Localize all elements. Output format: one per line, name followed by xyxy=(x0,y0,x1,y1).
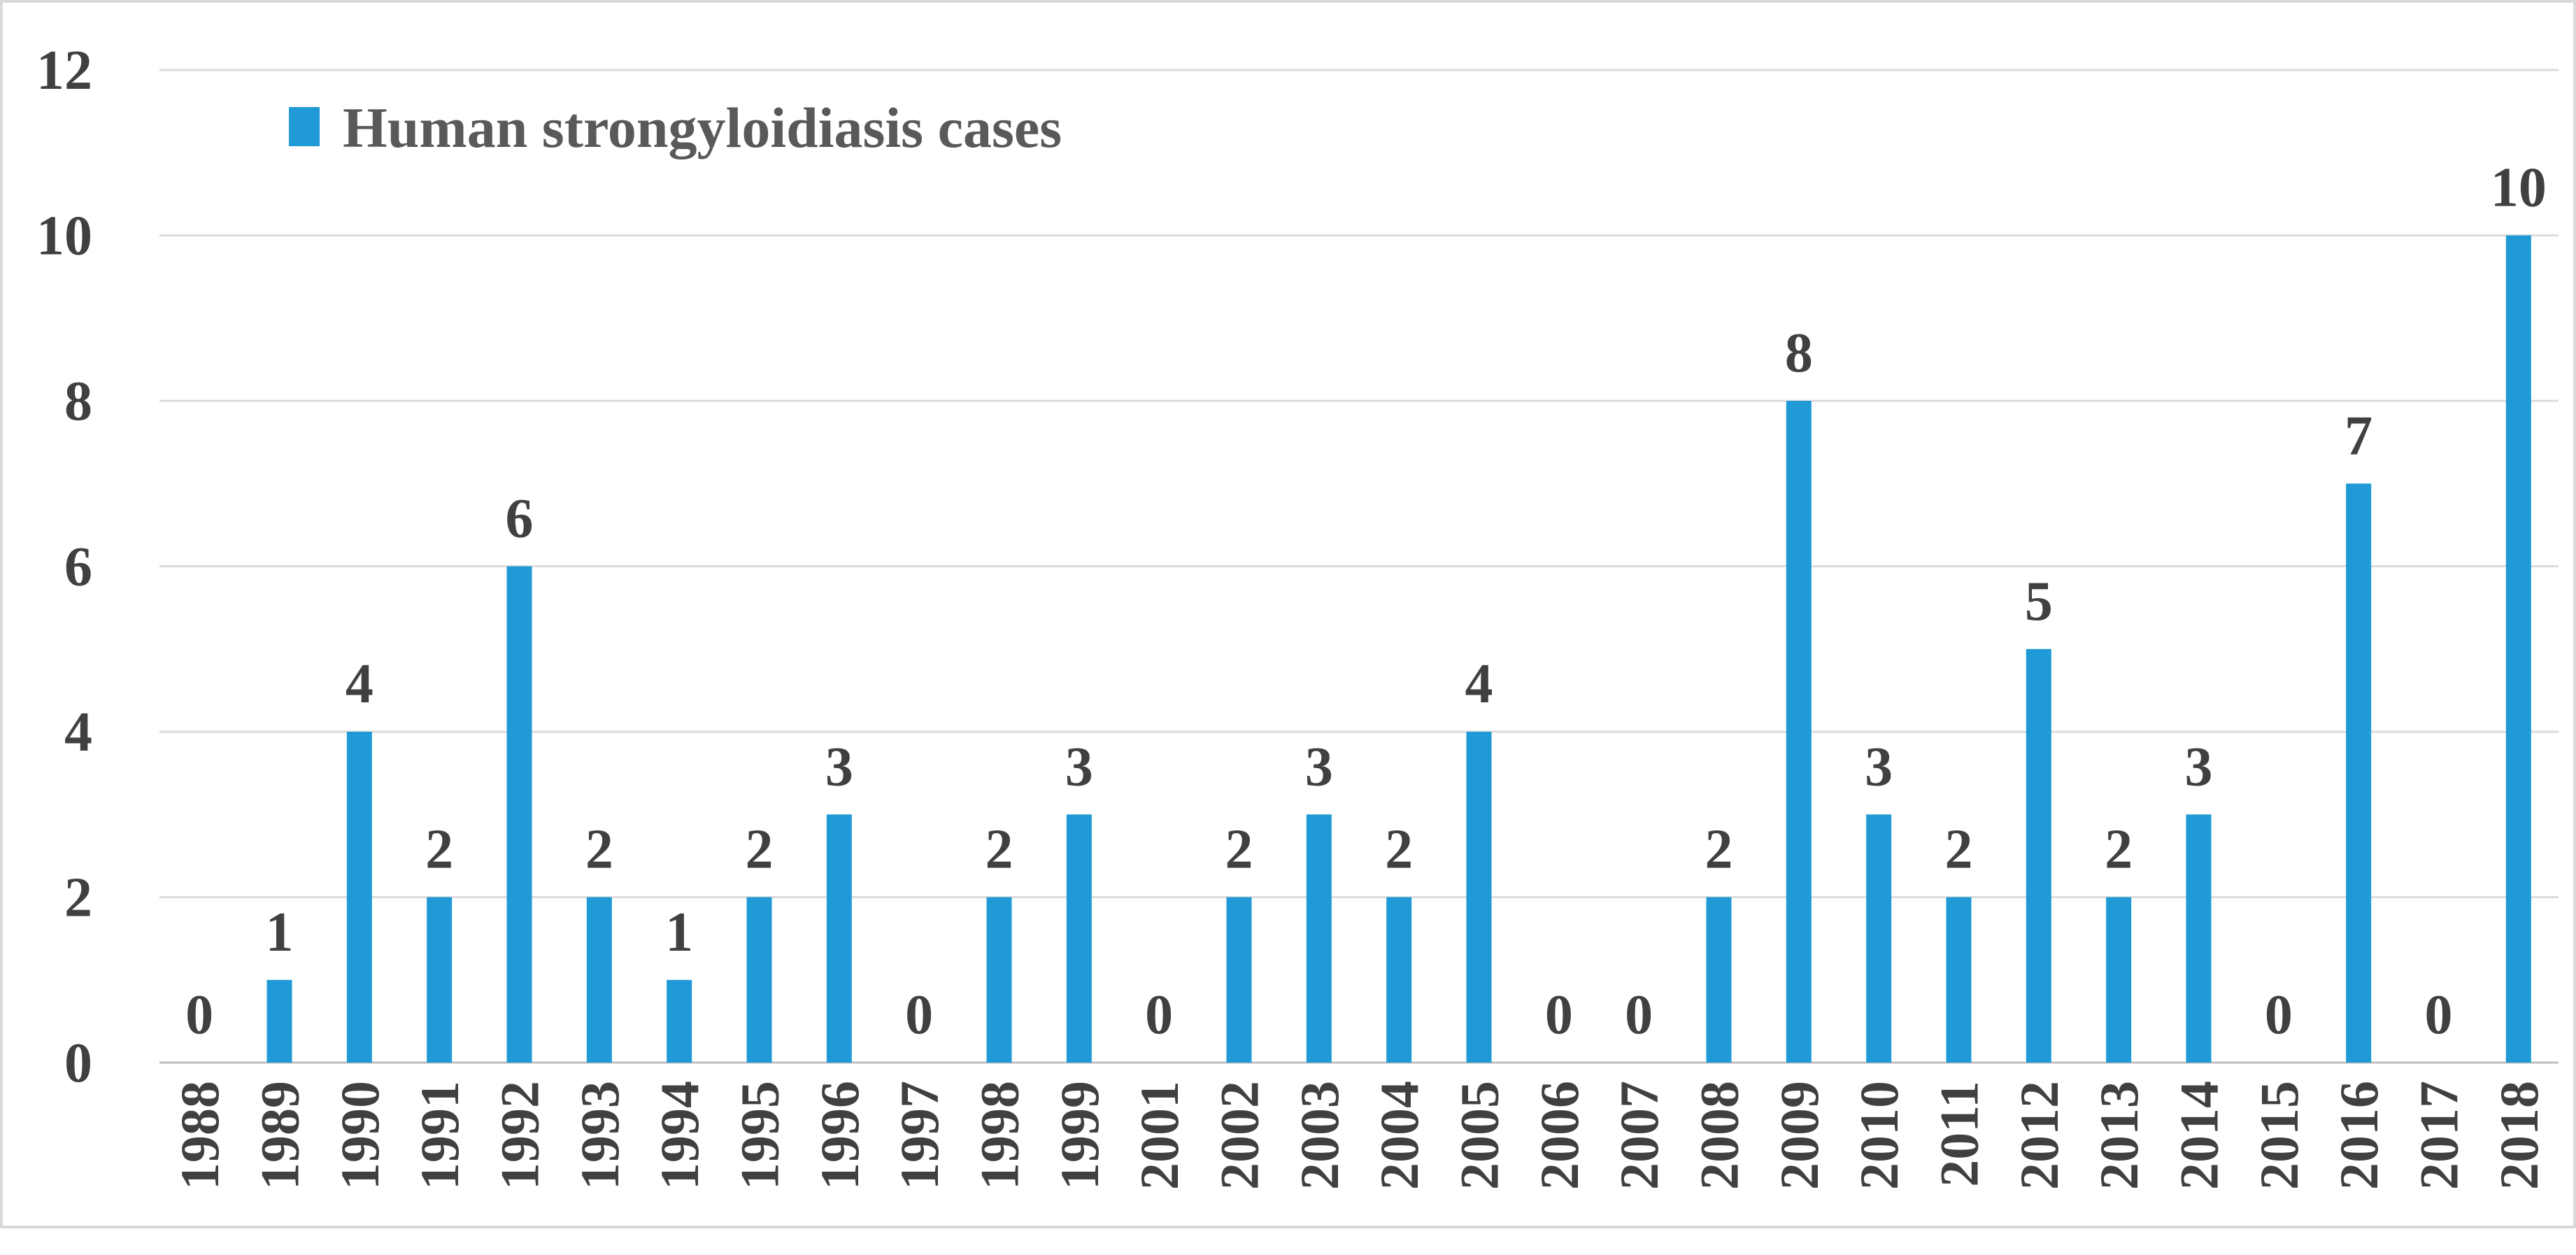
bar xyxy=(2106,897,2132,1063)
bar xyxy=(2505,235,2531,1063)
x-tick-label: 1994 xyxy=(649,1081,710,1190)
bar xyxy=(2346,483,2372,1063)
x-tick-label: 2014 xyxy=(2169,1081,2230,1190)
data-label: 10 xyxy=(2491,157,2547,219)
x-tick-label: 2002 xyxy=(1209,1081,1270,1190)
data-label: 5 xyxy=(2025,571,2053,632)
data-label: 3 xyxy=(1865,736,1893,797)
legend-swatch xyxy=(289,107,320,146)
data-label: 2 xyxy=(1705,819,1733,881)
x-tick-label: 2009 xyxy=(1769,1081,1830,1190)
bar xyxy=(1946,897,1972,1063)
x-tick-label: 1990 xyxy=(329,1081,390,1190)
bar xyxy=(2186,814,2212,1063)
bar xyxy=(506,566,532,1063)
bar xyxy=(346,732,372,1063)
x-tick-label: 1998 xyxy=(969,1081,1030,1190)
bar xyxy=(667,979,692,1063)
bar xyxy=(746,897,772,1063)
data-label: 0 xyxy=(1145,984,1173,1046)
data-label: 0 xyxy=(1545,984,1573,1046)
x-tick-label: 1991 xyxy=(409,1081,470,1190)
x-tick-label: 1996 xyxy=(809,1081,870,1190)
bar xyxy=(1306,814,1332,1063)
data-label: 2 xyxy=(985,819,1013,881)
data-label: 0 xyxy=(2265,984,2293,1046)
x-tick-label: 1997 xyxy=(889,1081,950,1190)
bar xyxy=(427,897,453,1063)
y-tick-label: 8 xyxy=(64,371,92,432)
bar xyxy=(1466,732,1492,1063)
bar xyxy=(1226,897,1252,1063)
x-tick-label: 2006 xyxy=(1529,1081,1590,1190)
data-label: 2 xyxy=(1945,819,1973,881)
data-label: 1 xyxy=(266,902,294,963)
data-label: 0 xyxy=(905,984,933,1046)
data-label: 7 xyxy=(2344,405,2372,467)
bar xyxy=(266,979,292,1063)
bar xyxy=(1706,897,1732,1063)
x-tick-label: 2004 xyxy=(1369,1081,1430,1190)
legend-label: Human strongyloidiasis cases xyxy=(343,96,1062,159)
data-label: 2 xyxy=(1225,819,1253,881)
y-tick-label: 12 xyxy=(36,40,92,101)
x-tick-label: 2012 xyxy=(2009,1081,2070,1190)
x-tick-label: 1999 xyxy=(1049,1081,1110,1190)
data-label: 3 xyxy=(1305,736,1333,797)
data-label: 4 xyxy=(1465,653,1493,715)
data-label: 3 xyxy=(825,736,853,797)
data-label: 8 xyxy=(1785,322,1813,384)
y-axis-ticks: 0 2 4 6 8 10 12 xyxy=(36,40,92,1094)
bar xyxy=(1786,401,1812,1063)
data-label: 2 xyxy=(425,819,453,881)
legend: Human strongyloidiasis cases xyxy=(289,96,1062,159)
data-label: 3 xyxy=(1065,736,1093,797)
x-tick-label: 2011 xyxy=(1929,1081,1990,1187)
y-tick-label: 10 xyxy=(36,206,92,267)
y-tick-label: 2 xyxy=(64,867,92,929)
bars xyxy=(266,235,2531,1063)
bar xyxy=(826,814,852,1063)
x-axis-ticks: 1988 1989 1990 1991 1992 1993 1994 1995 1996 1997… xyxy=(169,1081,2549,1190)
bar xyxy=(2026,648,2051,1063)
data-label: 2 xyxy=(746,819,774,881)
x-tick-label: 2001 xyxy=(1129,1081,1190,1190)
bar xyxy=(1386,897,1412,1063)
x-tick-label: 1995 xyxy=(730,1081,790,1190)
x-tick-label: 2007 xyxy=(1609,1081,1670,1190)
y-tick-label: 0 xyxy=(64,1033,92,1094)
data-label: 0 xyxy=(1625,984,1653,1046)
gridlines xyxy=(159,69,2559,1064)
x-tick-label: 2017 xyxy=(2409,1081,2470,1190)
x-tick-label: 1989 xyxy=(250,1081,311,1190)
x-tick-label: 2010 xyxy=(1849,1081,1909,1190)
x-tick-label: 2003 xyxy=(1289,1081,1350,1190)
bar xyxy=(1866,814,1892,1063)
x-tick-label: 1993 xyxy=(569,1081,630,1190)
y-tick-label: 6 xyxy=(64,537,92,598)
data-label: 6 xyxy=(506,488,534,550)
data-label: 2 xyxy=(585,819,613,881)
data-label: 2 xyxy=(1385,819,1413,881)
data-label: 4 xyxy=(346,653,373,715)
x-tick-label: 2016 xyxy=(2328,1081,2389,1190)
x-tick-label: 2015 xyxy=(2249,1081,2310,1190)
bar xyxy=(1066,814,1092,1063)
data-label: 1 xyxy=(665,902,693,963)
x-tick-label: 2008 xyxy=(1689,1081,1750,1190)
x-tick-label: 2018 xyxy=(2489,1081,2549,1190)
data-label: 2 xyxy=(2105,819,2133,881)
x-tick-label: 1992 xyxy=(490,1081,550,1190)
data-label: 3 xyxy=(2185,736,2213,797)
data-label: 0 xyxy=(185,984,213,1046)
bar xyxy=(586,897,612,1063)
x-tick-label: 2005 xyxy=(1449,1081,1510,1190)
data-label: 0 xyxy=(2425,984,2453,1046)
bar xyxy=(986,897,1012,1063)
x-tick-label: 2013 xyxy=(2088,1081,2149,1190)
y-tick-label: 4 xyxy=(64,702,92,763)
x-tick-label: 1988 xyxy=(169,1081,230,1190)
